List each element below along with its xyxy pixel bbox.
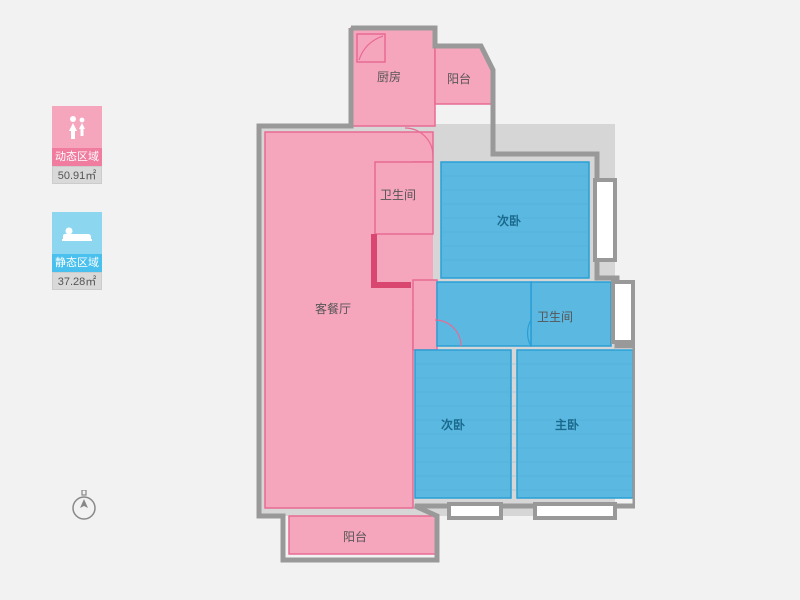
room-label: 次卧 <box>441 416 465 433</box>
room-label: 阳台 <box>343 528 367 545</box>
legend-label-static: 静态区域 <box>52 254 102 272</box>
sleep-icon <box>52 212 102 254</box>
legend-value-static: 37.28㎡ <box>52 272 102 290</box>
people-icon <box>52 106 102 148</box>
room-label: 阳台 <box>447 70 471 87</box>
room-label: 次卧 <box>497 212 521 229</box>
room-label: 厨房 <box>377 68 401 85</box>
room-label: 卫生间 <box>380 186 416 203</box>
legend-item-dynamic: 动态区域 50.91㎡ <box>52 106 112 184</box>
legend-value-dynamic: 50.91㎡ <box>52 166 102 184</box>
legend-label-dynamic: 动态区域 <box>52 148 102 166</box>
room-label: 主卧 <box>555 416 579 433</box>
floorplan-svg <box>235 20 635 572</box>
legend: 动态区域 50.91㎡ 静态区域 37.28㎡ <box>52 106 112 318</box>
room-label: 卫生间 <box>537 308 573 325</box>
floorplan: 厨房 阳台 客餐厅 卫生间 阳台 次卧 卫生间 次卧 主卧 <box>235 20 635 572</box>
compass-icon <box>70 490 98 518</box>
room-label: 客餐厅 <box>315 300 351 317</box>
legend-item-static: 静态区域 37.28㎡ <box>52 212 112 290</box>
